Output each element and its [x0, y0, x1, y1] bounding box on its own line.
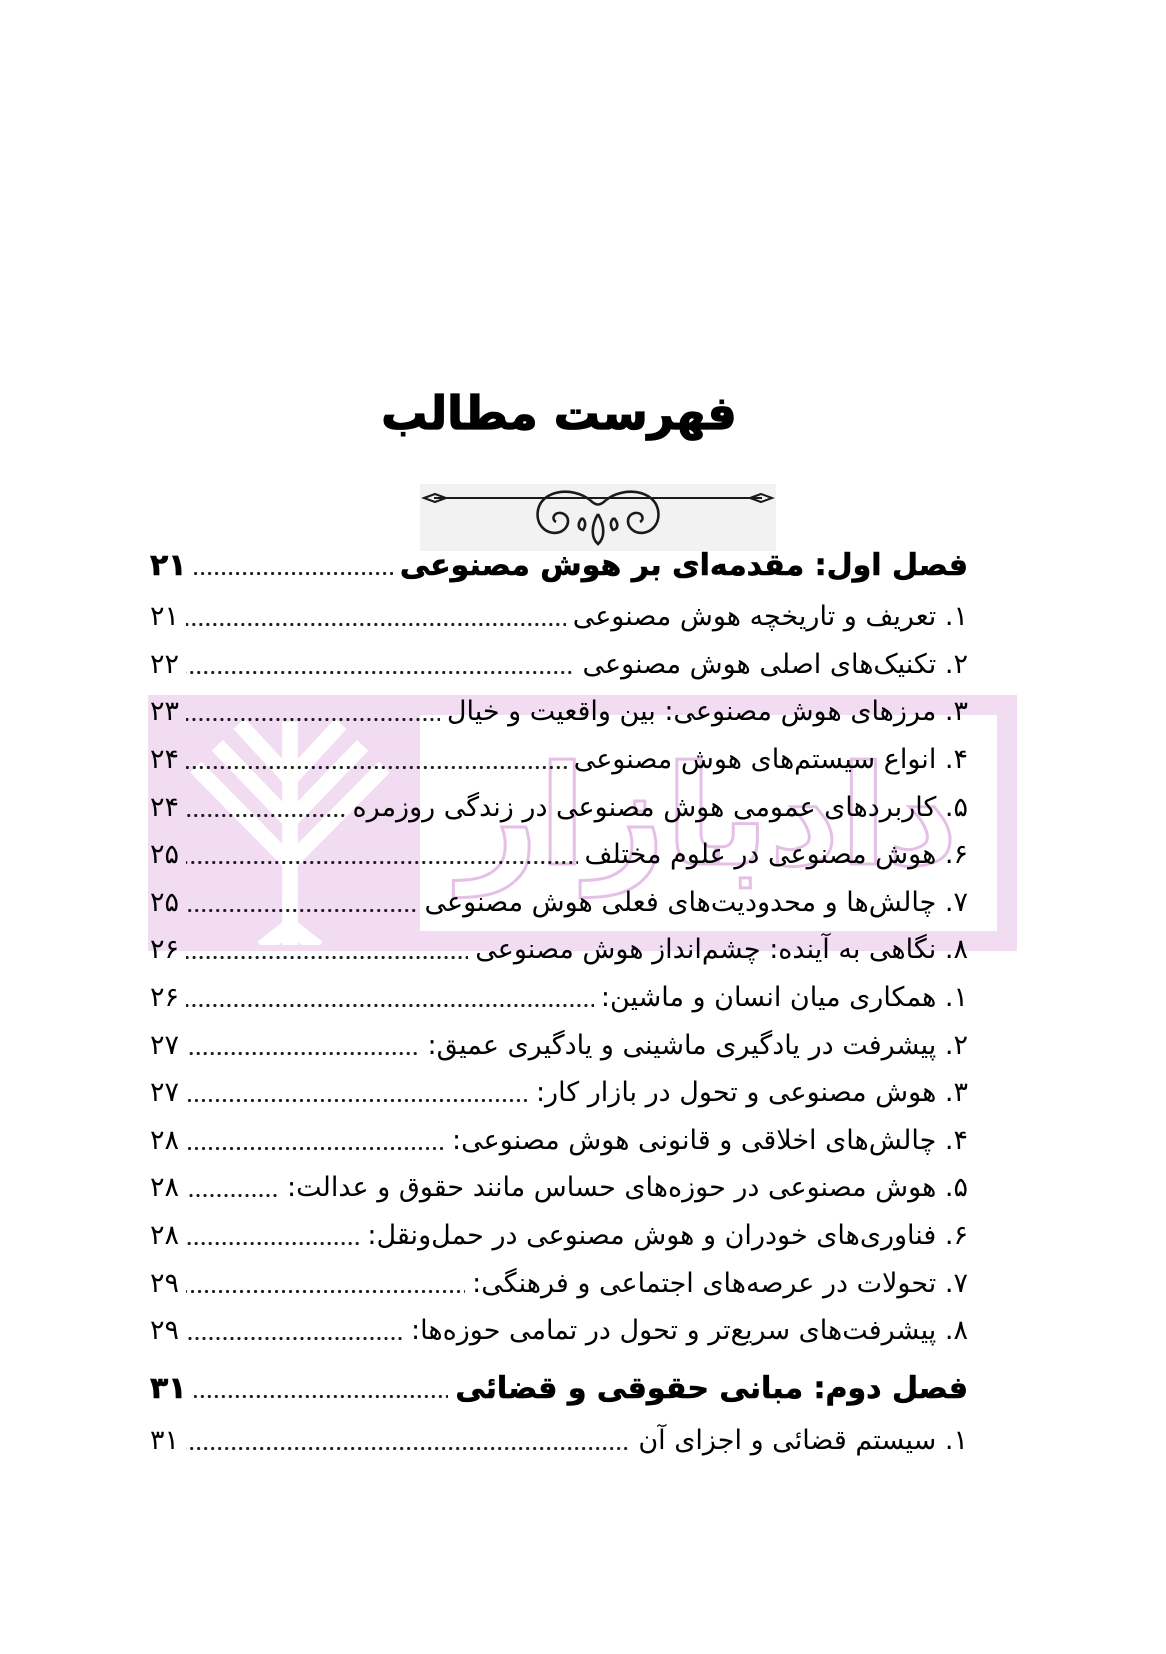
toc-entry-label: ۲. پیشرفت در یادگیری ماشینی و یادگیری عم… [427, 1029, 968, 1061]
toc-entry-label: ۳. هوش مصنوعی و تحول در بازار کار: [535, 1077, 968, 1109]
toc-entry-page: ۲۸ [150, 1220, 180, 1252]
toc-row-item: ۱. همکاری میان انسان و ماشین: ۲۶ [150, 974, 968, 1022]
toc-entry-label: ۳. مرزهای هوش مصنوعی: بین واقعیت و خیال [446, 696, 968, 728]
dot-leader [186, 954, 469, 962]
toc-row-item: ۸. پیشرفت‌های سریع‌تر و تحول در تمامی حو… [150, 1307, 968, 1355]
toc-row-item: ۶. هوش مصنوعی در علوم مختلف ۲۵ [150, 831, 968, 879]
toc-list: فصل اول: مقدمه‌ای بر هوش مصنوعی ۲۱ ۱. تعری… [150, 531, 969, 1465]
dot-leader [186, 1144, 446, 1152]
toc-entry-label: ۷. چالش‌ها و محدودیت‌های فعلی هوش مصنوعی [424, 886, 968, 918]
toc-row-chapter: فصل اول: مقدمه‌ای بر هوش مصنوعی ۲۱ [150, 540, 969, 590]
toc-entry-label: ۱. تعریف و تاریخچه هوش مصنوعی [572, 601, 968, 633]
toc-entry-page: ۲۶ [150, 934, 180, 966]
toc-entry-label: ۶. هوش مصنوعی در علوم مختلف [584, 839, 968, 871]
dot-leader [186, 764, 567, 772]
dot-leader [186, 811, 346, 819]
toc-entry-label: ۲. تکنیک‌های اصلی هوش مصنوعی [582, 648, 968, 680]
dot-leader [186, 906, 418, 914]
dot-leader [193, 1393, 449, 1400]
toc-row-item: ۳. هوش مصنوعی و تحول در بازار کار: ۲۷ [150, 1069, 968, 1117]
toc-row-item: ۲. تکنیک‌های اصلی هوش مصنوعی ۲۲ [150, 641, 968, 689]
toc-entry-label: ۱. سیستم قضائی و اجزای آن [638, 1424, 968, 1456]
toc-entry-label: ۸. نگاهی به آینده: چشم‌انداز هوش مصنوعی [475, 934, 968, 966]
toc-entry-label: ۶. فناوری‌های خودران و هوش مصنوعی در حمل… [367, 1220, 968, 1252]
toc-entry-label: ۴. چالش‌های اخلاقی و قانونی هوش مصنوعی: [452, 1124, 968, 1156]
toc-row-item: ۵. هوش مصنوعی در حوزه‌های حساس مانند حقو… [150, 1164, 968, 1212]
toc-row-chapter: فصل دوم: مبانی حقوقی و قضائی ۳۱ [150, 1364, 969, 1414]
toc-entry-page: ۲۷ [150, 1029, 180, 1061]
dot-leader [186, 1240, 361, 1248]
dot-leader [186, 1287, 466, 1295]
dot-leader [186, 1192, 281, 1200]
dot-leader [186, 1049, 421, 1057]
toc-entry-page: ۲۱ [150, 601, 180, 633]
toc-entry-page: ۲۹ [150, 1267, 180, 1299]
dot-leader [186, 859, 578, 867]
toc-row-item: ۱. تعریف و تاریخچه هوش مصنوعی ۲۱ [150, 593, 968, 641]
divider-ornament-icon [421, 490, 775, 546]
toc-entry-label: فصل دوم: مبانی حقوقی و قضائی [455, 1371, 968, 1407]
toc-row-item: ۲. پیشرفت در یادگیری ماشینی و یادگیری عم… [150, 1021, 968, 1069]
toc-entry-label: ۵. کاربردهای عمومی هوش مصنوعی در زندگی ر… [352, 791, 968, 823]
dot-leader [186, 1002, 594, 1010]
toc-entry-page: ۲۷ [150, 1077, 180, 1109]
toc-entry-label: ۸. پیشرفت‌های سریع‌تر و تحول در تمامی حو… [411, 1315, 968, 1347]
watermark: دادبازار [148, 695, 1017, 951]
toc-entry-page: ۲۶ [150, 982, 180, 1014]
toc-entry-page: ۲۵ [150, 839, 180, 871]
page-title: فهرست مطالب [381, 385, 737, 440]
toc-entry-label: ۵. هوش مصنوعی در حوزه‌های حساس مانند حقو… [287, 1172, 968, 1204]
toc-entry-page: ۲۴ [150, 744, 180, 776]
toc-row-item: ۸. نگاهی به آینده: چشم‌انداز هوش مصنوعی ۲… [150, 926, 968, 974]
toc-entry-page: ۲۵ [150, 886, 180, 918]
toc-row-item: ۳. مرزهای هوش مصنوعی: بین واقعیت و خیال ۲… [150, 688, 968, 736]
toc-entry-page: ۳۱ [150, 1371, 187, 1407]
dot-leader [186, 1335, 405, 1343]
toc-row-item: ۵. کاربردهای عمومی هوش مصنوعی در زندگی ر… [150, 783, 968, 831]
dot-leader [186, 716, 440, 724]
toc-entry-page: ۲۹ [150, 1315, 180, 1347]
toc-entry-page: ۲۸ [150, 1172, 180, 1204]
toc-entry-page: ۳۱ [150, 1424, 180, 1456]
toc-entry-label: ۷. تحولات در عرصه‌های اجتماعی و فرهنگی: [472, 1267, 968, 1299]
dot-leader [186, 668, 576, 676]
decorative-divider [420, 484, 776, 551]
toc-row-item: ۱. سیستم قضائی و اجزای آن ۳۱ [150, 1417, 968, 1465]
toc-entry-page: ۲۳ [150, 696, 180, 728]
toc-row-item: ۴. چالش‌های اخلاقی و قانونی هوش مصنوعی: ۲… [150, 1117, 968, 1165]
toc-entry-page: ۲۱ [150, 547, 187, 583]
toc-row-item: ۷. چالش‌ها و محدودیت‌های فعلی هوش مصنوعی… [150, 879, 968, 927]
toc-entry-label: فصل اول: مقدمه‌ای بر هوش مصنوعی [399, 547, 969, 583]
toc-row-item: ۴. انواع سیستم‌های هوش مصنوعی ۲۴ [150, 736, 968, 784]
toc-entry-page: ۲۸ [150, 1124, 180, 1156]
toc-entry-page: ۲۲ [150, 648, 180, 680]
dot-leader [186, 621, 566, 629]
dot-leader [186, 1097, 529, 1105]
toc-entry-label: ۴. انواع سیستم‌های هوش مصنوعی [573, 744, 968, 776]
dot-leader [193, 569, 393, 577]
toc-row-item: ۶. فناوری‌های خودران و هوش مصنوعی در حمل… [150, 1212, 968, 1260]
toc-entry-label: ۱. همکاری میان انسان و ماشین: [600, 982, 968, 1014]
toc-row-item: ۷. تحولات در عرصه‌های اجتماعی و فرهنگی: ۲… [150, 1259, 968, 1307]
dot-leader [186, 1444, 632, 1452]
toc-entry-page: ۲۴ [150, 791, 180, 823]
